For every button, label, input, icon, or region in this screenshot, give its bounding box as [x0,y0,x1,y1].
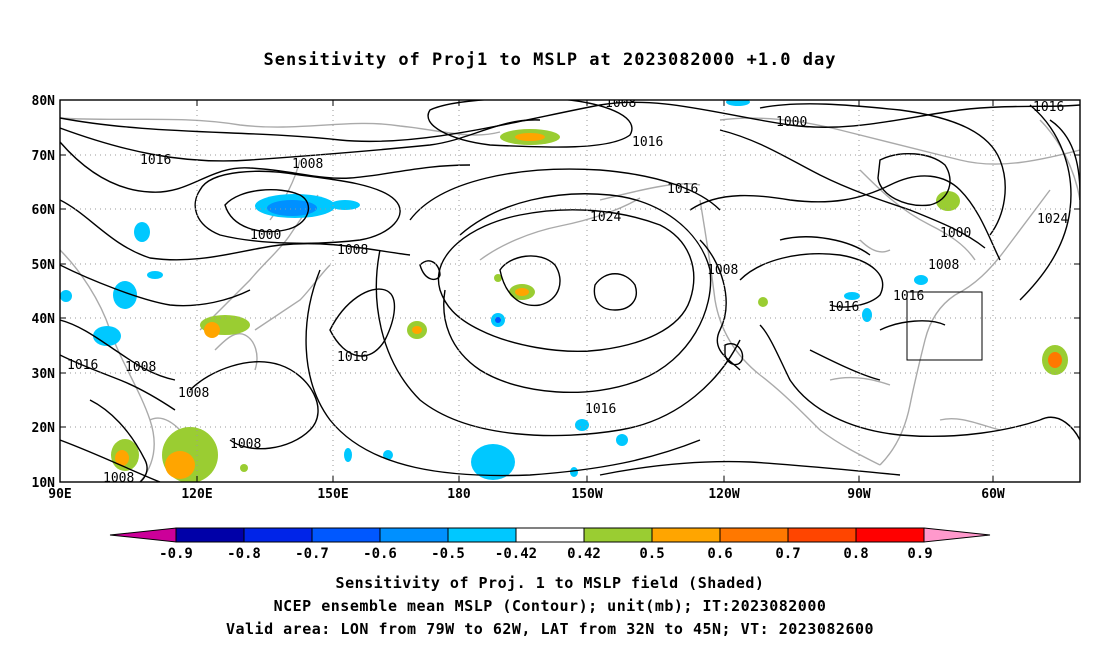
colorbar-swatch [515,527,585,543]
contour-label: 1008 [103,471,134,486]
colorbar-label: -0.9 [159,546,193,562]
contour-label: 1024 [590,210,621,225]
caption-shading: Sensitivity of Proj. 1 to MSLP field (Sh… [335,574,765,592]
colorbar-labels: -0.9 -0.8 -0.7 -0.6 -0.5 -0.42 0.42 0.5 … [159,546,933,562]
contour-label: 1000 [776,115,807,130]
lon-label: 90E [48,487,71,502]
caption-contour: NCEP ensemble mean MSLP (Contour); unit(… [273,597,827,615]
colorbar-label: 0.8 [843,546,868,562]
lat-label: 40N [32,312,56,327]
colorbar-label: -0.7 [295,546,329,562]
contour-label: 1008 [928,258,959,273]
colorbar-label: 0.5 [639,546,664,562]
colorbar-label: -0.42 [495,546,537,562]
lon-label: 60W [981,487,1005,502]
colorbar-label: -0.6 [363,546,397,562]
valid-area-box [906,291,983,361]
mslp-contours [60,100,1080,482]
colorbar-swatch [651,527,721,543]
contour-label: 1008 [605,96,636,111]
lat-label: 30N [32,367,56,382]
colorbar-label: 0.7 [775,546,800,562]
lat-label: 60N [32,203,56,218]
contour-label: 1016 [140,153,171,168]
colorbar-swatch [243,527,313,543]
lon-label: 120E [181,487,212,502]
contour-label: 1016 [893,289,924,304]
contour-label: 1016 [632,135,663,150]
colorbar-swatch [447,527,517,543]
contour-label: 1024 [1037,212,1068,227]
lat-label: 80N [32,94,56,109]
contour-label: 1016 [67,358,98,373]
contour-label: 1008 [230,437,261,452]
colorbar-swatch [311,527,381,543]
colorbar-label: -0.8 [227,546,261,562]
contour-label: 1000 [250,228,281,243]
contour-label: 1016 [828,300,859,315]
map-frame [59,99,1081,483]
chart-title: Sensitivity of Proj1 to MSLP at 20230820… [263,50,837,70]
colorbar-swatch [855,527,925,543]
contour-label: 1016 [1033,100,1064,115]
contour-label: 1008 [178,386,209,401]
contour-labels: 1008 1016 1000 1016 1016 1008 1000 1008 … [67,96,1068,486]
caption-valid-area: Valid area: LON from 79W to 62W, LAT fro… [225,620,875,638]
colorbar-swatch [787,527,857,543]
colorbar-label: 0.6 [707,546,732,562]
colorbar-label: 0.42 [567,546,601,562]
lon-label: 150E [317,487,348,502]
contour-label: 1000 [940,226,971,241]
colorbar-swatch [583,527,653,543]
lat-label: 70N [32,149,56,164]
lon-label: 90W [847,487,871,502]
colorbar-swatch [719,527,789,543]
graticule [60,100,1080,482]
contour-label: 1008 [337,243,368,258]
lat-label: 10N [32,476,56,491]
sensitivity-shading [60,100,1068,482]
colorbar-low-arrow [109,527,177,543]
colorbar-swatch [379,527,449,543]
lon-label: 180 [447,487,471,502]
colorbar-high-arrow [923,527,991,543]
colorbar [109,527,991,543]
contour-label: 1008 [125,360,156,375]
latitude-labels: 80N 70N 60N 50N 40N 30N 20N 10N [32,94,56,491]
lon-label: 120W [708,487,739,502]
contour-label: 1008 [292,157,323,172]
lat-label: 50N [32,258,56,273]
colorbar-label: 0.9 [907,546,932,562]
contour-label: 1016 [337,350,368,365]
lat-label: 20N [32,421,56,436]
lon-label: 150W [571,487,602,502]
contour-label: 1016 [667,182,698,197]
colorbar-label: -0.5 [431,546,465,562]
contour-label: 1008 [707,263,738,278]
contour-label: 1016 [585,402,616,417]
longitude-labels: 90E 120E 150E 180 150W 120W 90W 60W [48,487,1005,502]
colorbar-swatch [175,527,245,543]
tick-marks [60,99,1080,482]
